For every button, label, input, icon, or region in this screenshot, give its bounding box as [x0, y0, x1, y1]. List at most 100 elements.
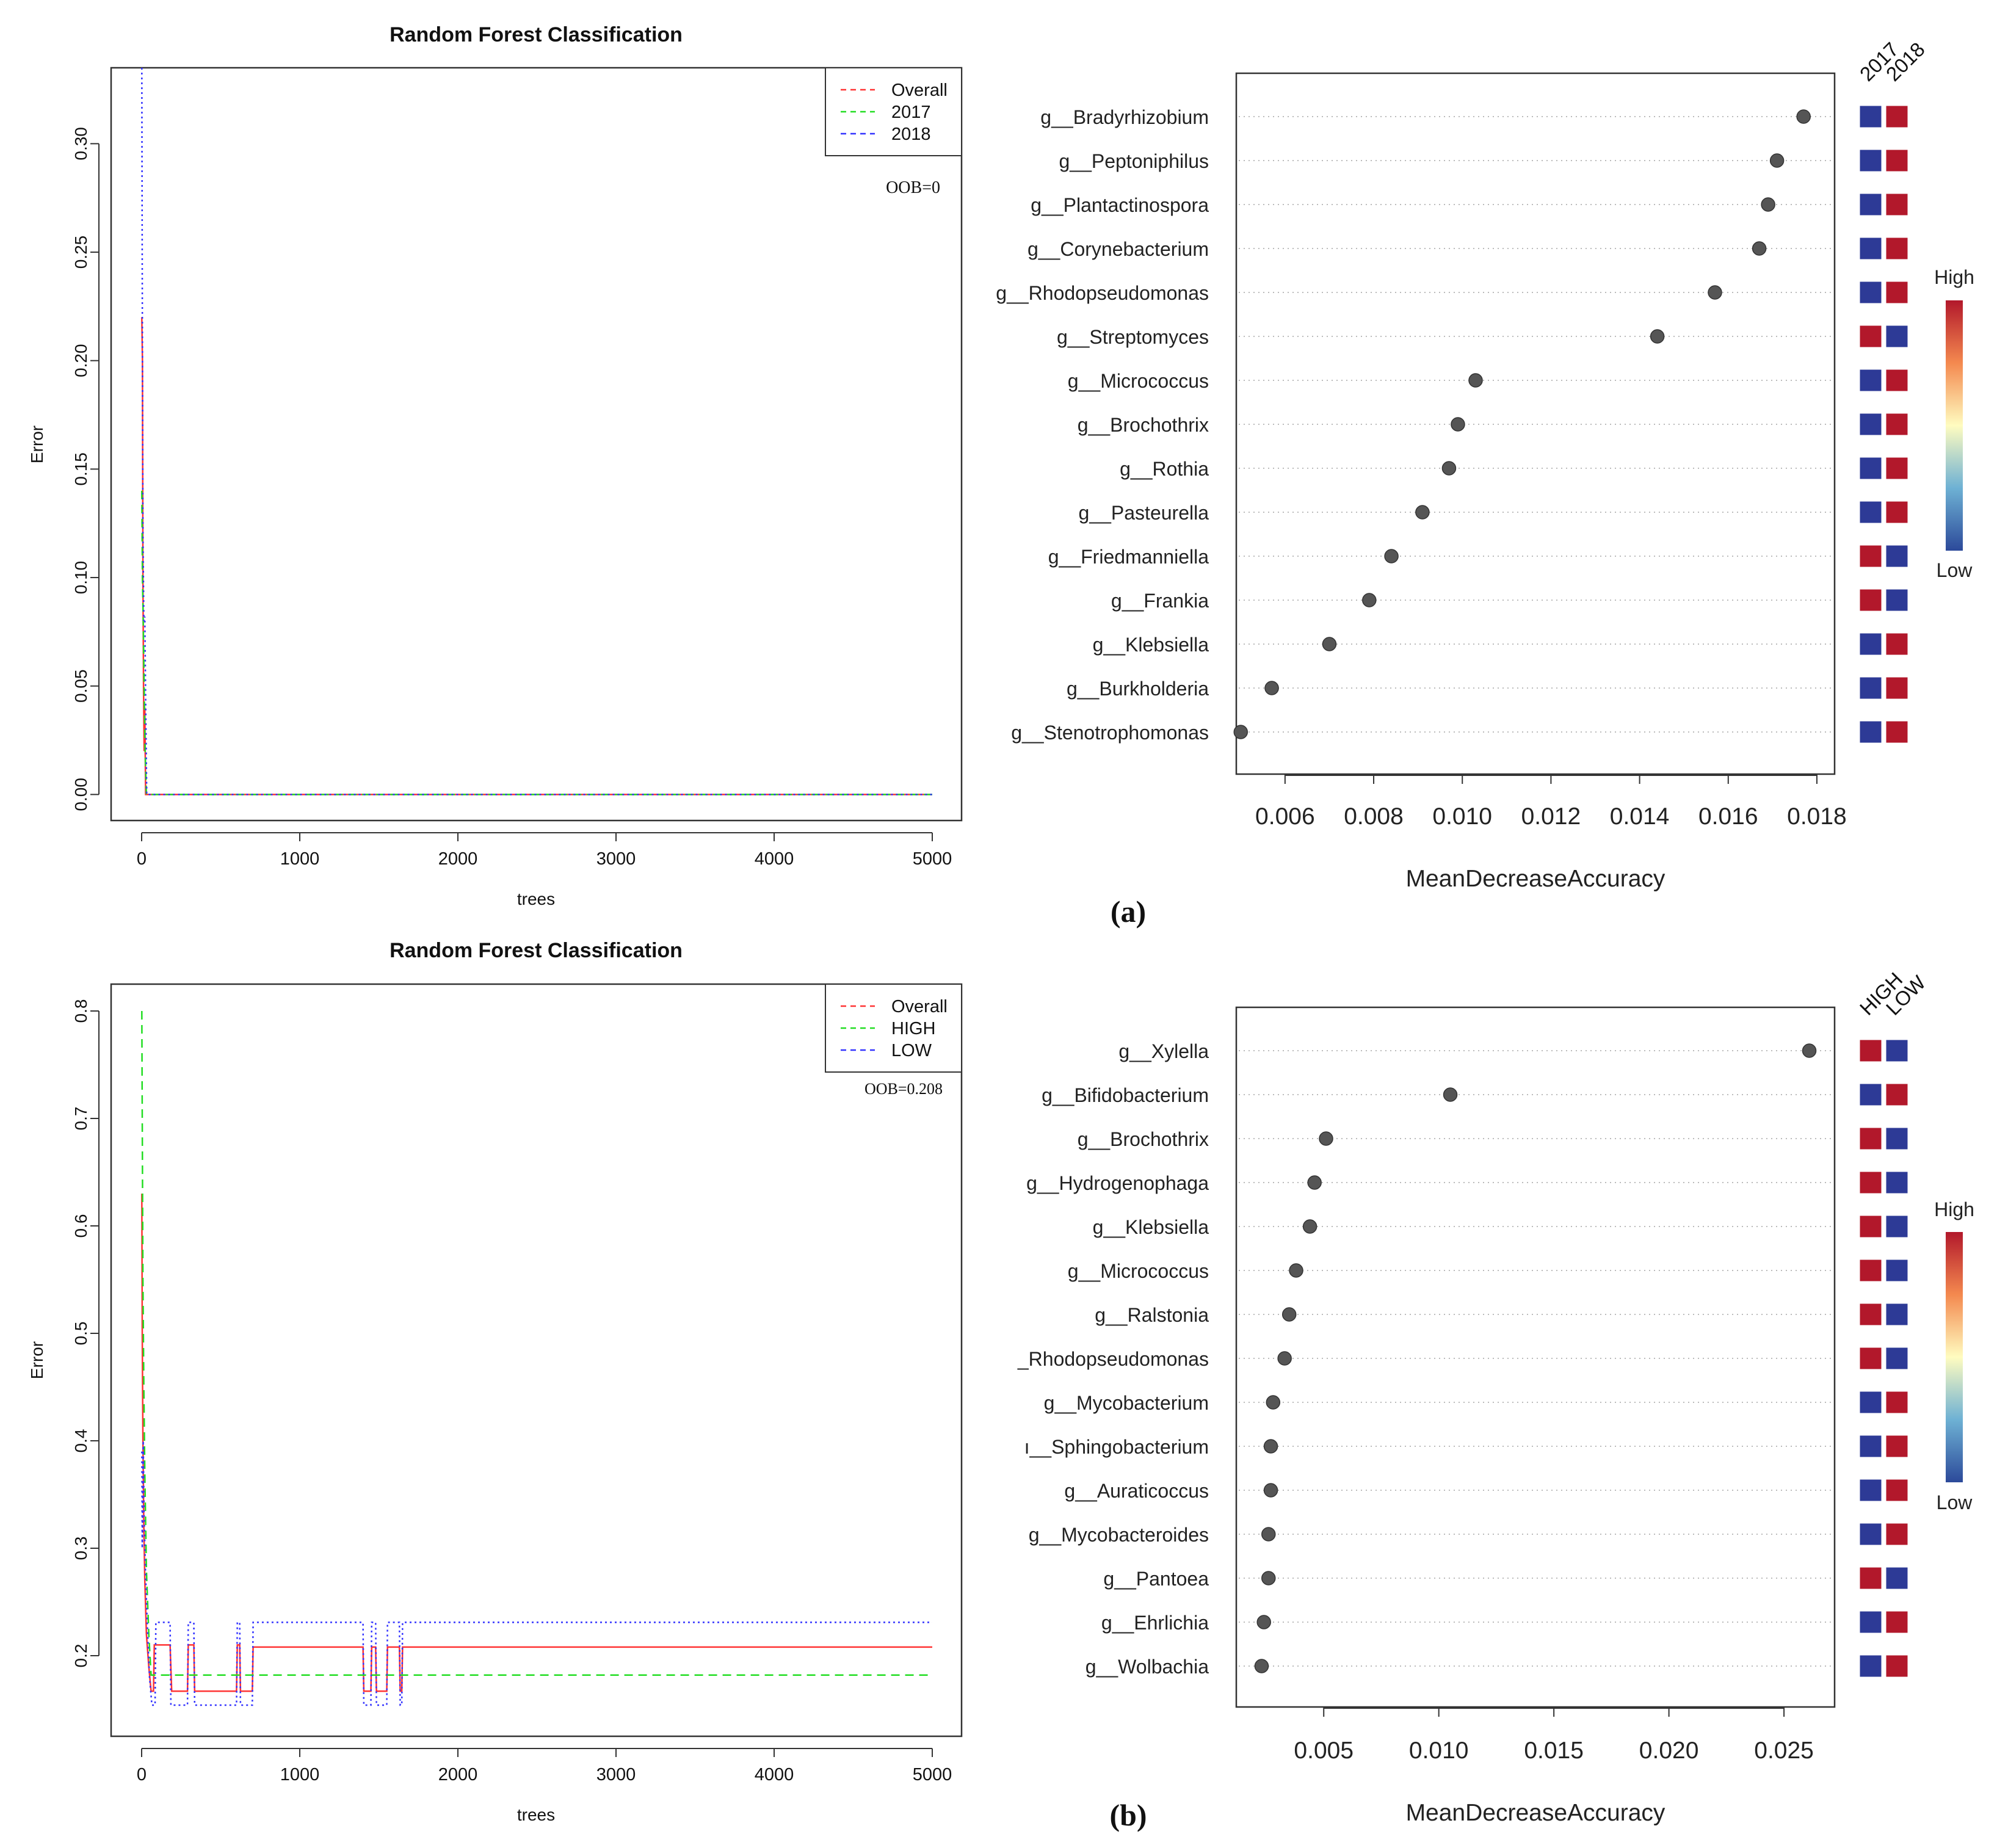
importance-row: g__Bifidobacterium [1042, 1083, 1908, 1106]
y-tick-label: 0.5 [71, 1322, 90, 1346]
panel-b-caption: (b) [1109, 1798, 1147, 1832]
x-tick-label: 0.010 [1409, 1737, 1469, 1764]
genus-label: g__Frankia [1111, 590, 1209, 612]
panel-b-plot-box [110, 983, 963, 1737]
importance-row: g__Klebsiella [1093, 632, 1908, 656]
legend-label-2018: 2018 [891, 125, 931, 144]
color-legend-high-label: High [1934, 266, 1974, 288]
panel-b-legend-box [825, 984, 962, 1073]
color-legend-gradient-bar [1946, 300, 1963, 551]
importance-row: ı__Sphingobacterium [1024, 1435, 1908, 1458]
genus-label: g__Corynebacterium [1027, 238, 1209, 260]
panel-a-color-legend: High Low [1934, 266, 1974, 581]
y-tick-label: 0.7 [71, 1107, 90, 1131]
heat-cell-high [1885, 193, 1908, 216]
genus-label: g__Klebsiella [1093, 634, 1209, 656]
genus-label: g__Plantactinospora [1031, 194, 1209, 216]
panel-a-importance-chart: g__Bradyrhizobium g__Peptoniphilus g__Plan… [996, 38, 1974, 892]
heat-cell-low [1859, 720, 1882, 744]
y-tick-label: 0.05 [71, 669, 90, 703]
legend-label-low: LOW [891, 1041, 932, 1060]
heat-cell-high [1885, 1083, 1908, 1106]
series-line-low [141, 1440, 932, 1706]
panel-b-oob-annotation: OOB=0.208 [864, 1080, 943, 1098]
importance-row: g__Mycobacteroides [1029, 1523, 1908, 1546]
importance-dot [1322, 637, 1337, 651]
x-tick-label: 2000 [438, 1765, 478, 1785]
panel-a-importance-rows: g__Bradyrhizobium g__Peptoniphilus g__Plan… [996, 105, 1908, 744]
legend-label-overall-b: Overall [891, 997, 948, 1016]
y-tick-label: 0.10 [71, 561, 90, 595]
y-tick-label: 0.3 [71, 1537, 90, 1560]
x-tick-label: 5000 [913, 849, 952, 869]
x-tick-label: 0.008 [1344, 803, 1404, 830]
panel-a-y-axis: 0.00 0.05 0.10 0.15 0.20 0.25 0.30 [71, 127, 100, 811]
genus-label: g__Friedmanniella [1048, 546, 1209, 568]
importance-dot [1769, 153, 1785, 168]
heat-cell-low [1885, 325, 1908, 348]
heat-cell-high [1859, 1303, 1882, 1326]
heat-cell-low [1885, 1039, 1908, 1062]
heat-cell-low [1885, 1259, 1908, 1282]
importance-dot [1261, 1571, 1276, 1585]
x-tick-label: 0.012 [1521, 803, 1581, 830]
importance-dot [1650, 329, 1665, 344]
heat-cell-low [1859, 237, 1882, 260]
genus-label: g__Mycobacterium [1044, 1392, 1209, 1414]
importance-row: g__Micrococcus [1068, 1259, 1908, 1282]
x-tick-label: 0.020 [1639, 1737, 1699, 1764]
heat-cell-low [1885, 1171, 1908, 1194]
heat-cell-high [1885, 501, 1908, 524]
x-tick-label: 0.018 [1787, 803, 1847, 830]
x-tick-label: 0 [137, 849, 147, 869]
y-tick-label: 0.25 [71, 236, 90, 269]
importance-row: g__Bradyrhizobium [1040, 105, 1908, 128]
x-tick-label: 0.025 [1754, 1737, 1814, 1764]
importance-dot [1468, 373, 1483, 388]
y-tick-label: 0.8 [71, 999, 90, 1023]
color-legend-gradient-bar-b [1946, 1232, 1963, 1482]
heat-cell-low [1885, 545, 1908, 568]
importance-row: g__Corynebacterium [1027, 237, 1908, 260]
importance-row: g__Rothia [1120, 457, 1908, 480]
panel-a-error-chart: Random Forest Classification 0 1000 2000 30… [27, 23, 963, 908]
importance-row: g__Peptoniphilus [1059, 149, 1908, 172]
importance-dot [1254, 1659, 1269, 1673]
color-legend-low-label-b: Low [1937, 1491, 1973, 1513]
genus-label: g__Klebsiella [1093, 1216, 1209, 1238]
panel-b-importance-chart: g__Xylella g__Bifidobacterium g__Brochothr… [1017, 968, 1974, 1826]
series-line-2018 [141, 67, 932, 795]
panel-b-x-axis-label: trees [517, 1805, 555, 1824]
importance-row: g__Mycobacterium [1044, 1391, 1908, 1414]
heat-cell-high [1859, 1347, 1882, 1370]
heat-cell-low [1859, 632, 1882, 656]
x-tick-label: 3000 [596, 849, 636, 869]
heat-cell-low [1859, 149, 1882, 172]
importance-dot [1266, 1395, 1281, 1410]
genus-label: g__Rothia [1120, 458, 1209, 480]
importance-row: g__Pasteurella [1079, 501, 1908, 524]
heat-cell-low [1859, 1523, 1882, 1546]
genus-label: g__Stenotrophomonas [1011, 722, 1209, 744]
importance-row: g__Burkholderia [1067, 676, 1908, 700]
panel-a-importance-x-label: MeanDecreaseAccuracy [1406, 866, 1665, 892]
importance-dot [1302, 1219, 1317, 1234]
legend-label-overall: Overall [891, 81, 948, 100]
y-tick-label: 0.00 [71, 778, 90, 811]
heat-cell-low [1859, 369, 1882, 392]
importance-dot [1443, 1087, 1458, 1102]
x-tick-label: 0.006 [1255, 803, 1315, 830]
genus-label: g__Xylella [1118, 1040, 1209, 1062]
y-tick-label: 0.15 [71, 452, 90, 486]
panel-a-caption: (a) [1111, 894, 1146, 929]
importance-row: g__Brochothrix [1078, 1127, 1908, 1150]
genus-label: g__Mycobacteroides [1029, 1524, 1209, 1546]
genus-label: g__Brochothrix [1078, 414, 1209, 436]
panel-a-series-layer [141, 67, 932, 795]
heat-cell-low [1859, 281, 1882, 304]
importance-dot [1415, 505, 1430, 520]
heat-cell-low [1885, 1127, 1908, 1150]
importance-dot [1256, 1615, 1271, 1629]
x-tick-label: 0.015 [1524, 1737, 1584, 1764]
